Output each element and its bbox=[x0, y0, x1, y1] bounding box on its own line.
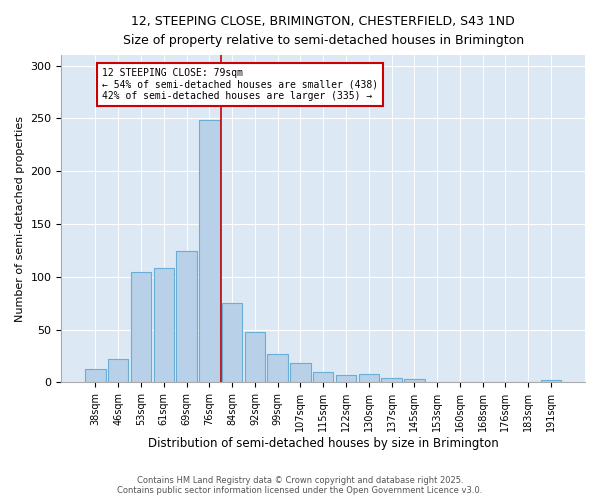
Bar bbox=[222, 303, 242, 382]
Y-axis label: Number of semi-detached properties: Number of semi-detached properties bbox=[15, 116, 25, 322]
Bar bbox=[359, 374, 379, 382]
Title: 12, STEEPING CLOSE, BRIMINGTON, CHESTERFIELD, S43 1ND
Size of property relative : 12, STEEPING CLOSE, BRIMINGTON, CHESTERF… bbox=[122, 15, 524, 47]
X-axis label: Distribution of semi-detached houses by size in Brimington: Distribution of semi-detached houses by … bbox=[148, 437, 499, 450]
Bar bbox=[108, 359, 128, 382]
Bar bbox=[176, 252, 197, 382]
Bar bbox=[131, 272, 151, 382]
Bar bbox=[199, 120, 220, 382]
Text: 12 STEEPING CLOSE: 79sqm
← 54% of semi-detached houses are smaller (438)
42% of : 12 STEEPING CLOSE: 79sqm ← 54% of semi-d… bbox=[102, 68, 379, 101]
Bar bbox=[541, 380, 561, 382]
Bar bbox=[245, 332, 265, 382]
Text: Contains HM Land Registry data © Crown copyright and database right 2025.
Contai: Contains HM Land Registry data © Crown c… bbox=[118, 476, 482, 495]
Bar bbox=[154, 268, 174, 382]
Bar bbox=[268, 354, 288, 382]
Bar bbox=[290, 364, 311, 382]
Bar bbox=[313, 372, 334, 382]
Bar bbox=[336, 375, 356, 382]
Bar bbox=[85, 368, 106, 382]
Bar bbox=[404, 379, 425, 382]
Bar bbox=[381, 378, 402, 382]
